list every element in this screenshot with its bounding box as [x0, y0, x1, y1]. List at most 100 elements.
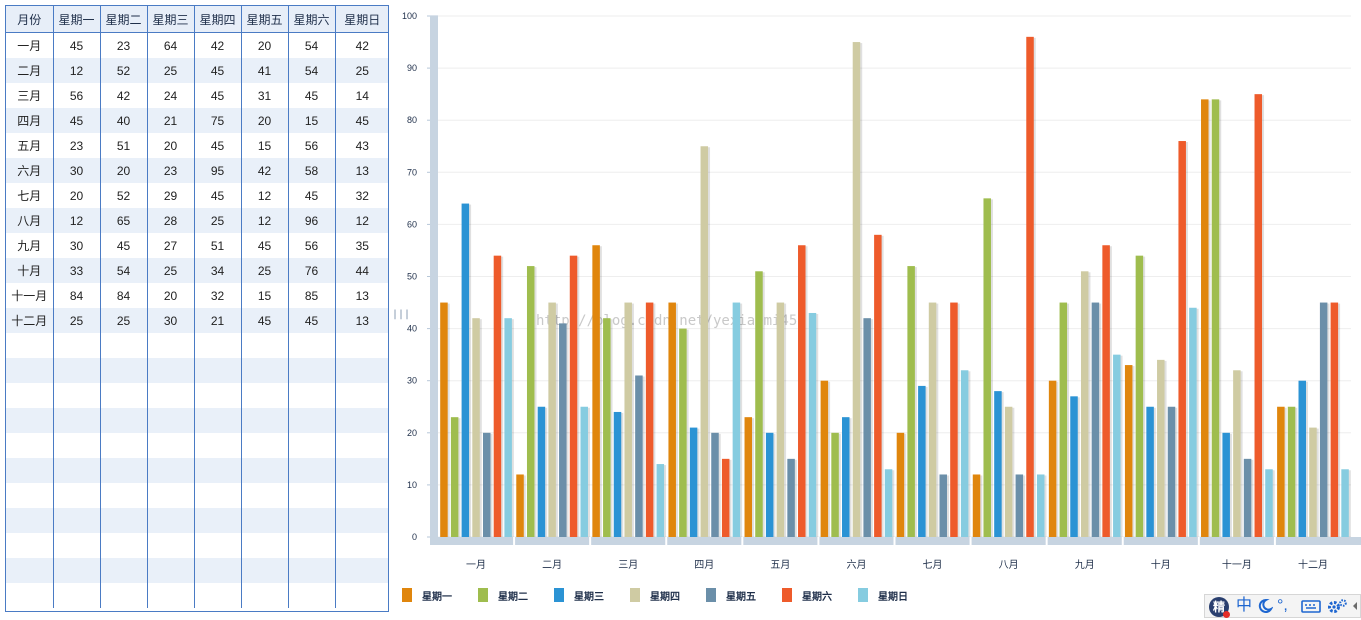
table-cell[interactable]: 30	[53, 158, 101, 183]
bar-5-2[interactable]	[645, 302, 654, 537]
table-row[interactable]: 一月 45 23 64 42 20 54 42	[6, 32, 388, 58]
table-cell[interactable]: 45	[288, 308, 336, 333]
bar-1-10[interactable]	[1211, 99, 1220, 538]
column-header[interactable]: 星期四	[194, 6, 242, 33]
table-cell[interactable]: 25	[100, 308, 148, 333]
table-cell[interactable]: 42	[355, 38, 369, 53]
bar-4-8[interactable]	[1091, 302, 1100, 537]
table-cell[interactable]: 25	[53, 308, 101, 333]
table-cell[interactable]: 45	[288, 83, 336, 108]
table-row[interactable]: 八月 12 65 28 25 12 96 12	[6, 208, 388, 233]
table-row[interactable]: 十一月 84 84 20 32 15 85 13	[6, 283, 388, 308]
table-cell[interactable]: 32	[355, 188, 369, 203]
table-cell[interactable]: 42	[100, 83, 148, 108]
table-cell[interactable]: 58	[288, 158, 336, 183]
column-header[interactable]: 星期日	[335, 6, 388, 33]
table-cell[interactable]: 25	[335, 58, 388, 83]
bar-0-0[interactable]	[440, 302, 448, 537]
table-cell[interactable]: 25	[147, 258, 195, 283]
table-cell[interactable]: 三月	[6, 83, 54, 108]
bar-5-7[interactable]	[1026, 36, 1034, 538]
table-row[interactable]: 四月 45 40 21 75 20 15 45	[6, 108, 388, 133]
bar-6-11[interactable]	[1341, 469, 1349, 537]
ime-lang-toggle[interactable]: 中	[1236, 597, 1253, 614]
gear-icon[interactable]	[1326, 597, 1348, 620]
table-row[interactable]: 十月 33 54 25 34 25 76 44	[6, 258, 388, 283]
bar-2-6[interactable]	[918, 385, 926, 537]
table-cell[interactable]: 21	[147, 108, 195, 133]
bar-5-10[interactable]	[1254, 94, 1263, 538]
table-cell[interactable]: 52	[100, 58, 148, 83]
bar-1-1[interactable]	[526, 266, 535, 537]
table-cell[interactable]: 45	[194, 133, 242, 158]
table-cell[interactable]: 45	[194, 183, 242, 208]
column-header[interactable]: 星期一	[53, 6, 101, 33]
bar-5-0[interactable]	[493, 255, 502, 537]
bar-4-11[interactable]	[1319, 302, 1328, 537]
bar-3-6[interactable]	[928, 302, 937, 537]
table-cell[interactable]: 八月	[6, 208, 54, 233]
table-cell[interactable]: 45	[288, 183, 336, 208]
table-cell[interactable]: 12	[335, 208, 388, 233]
table-cell[interactable]: 56	[53, 83, 101, 108]
table-cell[interactable]: 56	[288, 133, 336, 158]
table-cell[interactable]: 33	[53, 258, 101, 283]
bar-4-3[interactable]	[711, 432, 719, 537]
table-cell[interactable]: 45	[194, 83, 242, 108]
table-cell[interactable]: 35	[355, 238, 369, 253]
bar-5-4[interactable]	[798, 245, 806, 538]
bar-0-7[interactable]	[972, 474, 981, 537]
bar-0-9[interactable]	[1124, 365, 1133, 537]
column-header[interactable]: 星期三	[147, 6, 195, 33]
bar-3-1[interactable]	[548, 302, 556, 537]
table-cell[interactable]: 40	[100, 108, 148, 133]
bar-4-6[interactable]	[939, 474, 947, 537]
table-cell[interactable]: 45	[53, 32, 101, 58]
table-cell[interactable]: 75	[194, 108, 242, 133]
bar-0-3[interactable]	[668, 302, 676, 537]
table-cell[interactable]: 52	[100, 183, 148, 208]
table-cell[interactable]: 84	[53, 283, 101, 308]
table-cell[interactable]: 45	[335, 108, 388, 133]
bar-0-8[interactable]	[1048, 380, 1057, 537]
table-cell[interactable]: 九月	[6, 233, 54, 258]
column-header[interactable]: 星期二	[100, 6, 148, 33]
table-cell[interactable]: 27	[147, 233, 195, 258]
table-cell[interactable]: 42	[194, 32, 242, 58]
table-cell[interactable]: 23	[100, 32, 148, 58]
bar-4-1[interactable]	[559, 323, 567, 537]
bar-0-1[interactable]	[516, 474, 524, 537]
table-cell[interactable]: 20	[53, 183, 101, 208]
bar-5-9[interactable]	[1178, 141, 1186, 538]
table-cell[interactable]: 32	[194, 283, 242, 308]
bar-5-8[interactable]	[1102, 245, 1110, 538]
bar-6-6[interactable]	[960, 370, 969, 537]
table-cell[interactable]: 12	[53, 208, 101, 233]
table-cell[interactable]: 51	[100, 133, 148, 158]
bar-0-2[interactable]	[592, 245, 600, 538]
table-cell[interactable]: 51	[194, 233, 242, 258]
table-cell[interactable]: 13	[335, 158, 388, 183]
table-cell[interactable]: 31	[241, 83, 289, 108]
table-cell[interactable]: 45	[241, 233, 289, 258]
table-cell[interactable]: 84	[100, 283, 148, 308]
bar-5-6[interactable]	[950, 302, 958, 537]
column-header[interactable]: 月份	[6, 6, 54, 33]
table-cell[interactable]: 12	[241, 208, 289, 233]
bar-3-2[interactable]	[624, 302, 632, 537]
keyboard-icon[interactable]	[1301, 597, 1321, 620]
bar-6-2[interactable]	[656, 464, 665, 537]
table-cell[interactable]: 45	[100, 233, 148, 258]
table-cell[interactable]: 28	[147, 208, 195, 233]
bar-3-11[interactable]	[1309, 427, 1317, 537]
moon-icon[interactable]	[1257, 597, 1274, 620]
bar-6-3[interactable]	[732, 302, 741, 537]
table-cell[interactable]: 24	[147, 83, 195, 108]
table-cell[interactable]: 25	[241, 258, 289, 283]
table-cell[interactable]: 六月	[6, 158, 54, 183]
table-cell[interactable]: 54	[100, 258, 148, 283]
table-cell[interactable]: 21	[194, 308, 242, 333]
table-cell[interactable]: 64	[147, 32, 195, 58]
bar-3-7[interactable]	[1004, 406, 1013, 537]
table-cell[interactable]: 44	[335, 258, 388, 283]
